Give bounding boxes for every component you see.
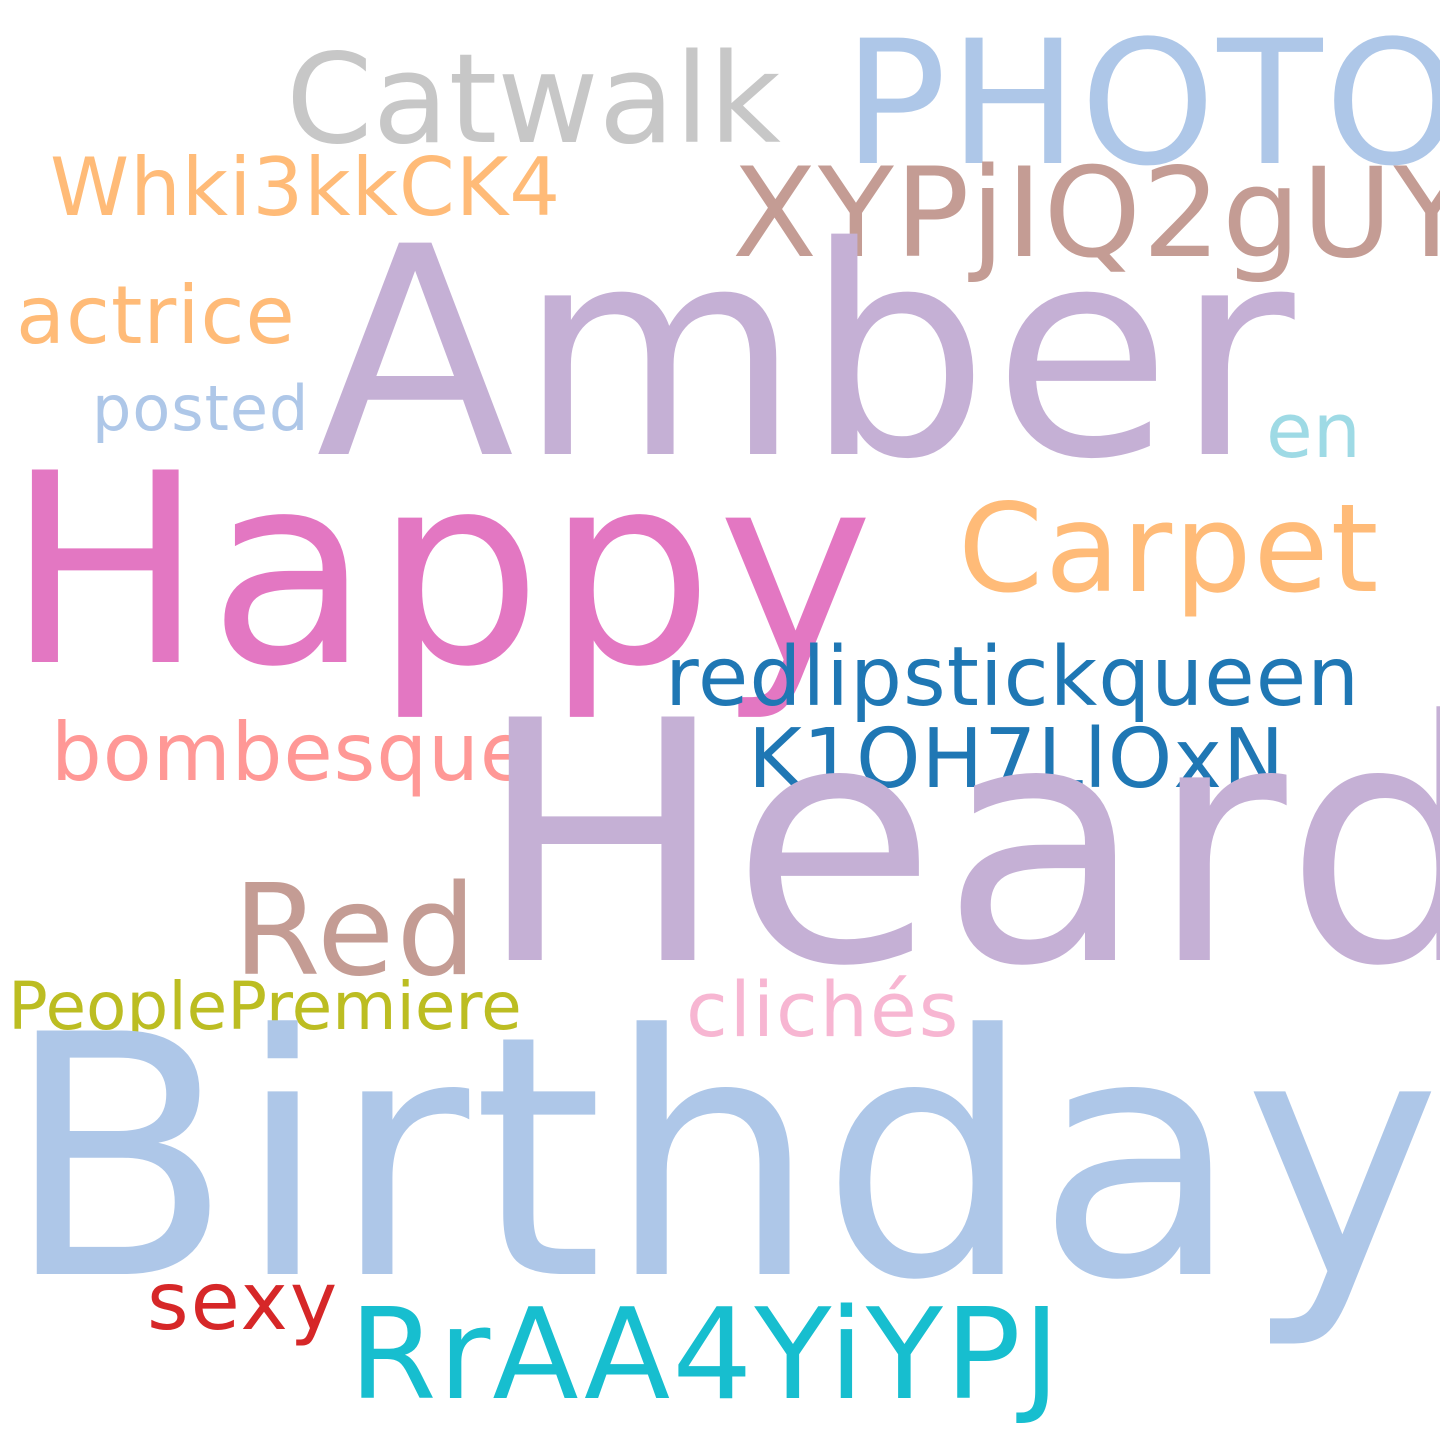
word-en: en	[1266, 386, 1361, 475]
word-rraa4yiypj: RrAA4YiYPJ	[349, 1281, 1062, 1428]
word-actrice: actrice	[16, 269, 296, 362]
word-posted: posted	[92, 372, 310, 445]
word-carpet: Carpet	[958, 478, 1381, 620]
word-amber: Amber	[316, 186, 1299, 523]
word-k1oh7lloxn: K1OH7LlOxN	[748, 712, 1286, 807]
word-peoplepremiere: PeoplePremiere	[8, 968, 522, 1045]
word-redlipstickqueen: redlipstickqueen	[665, 630, 1361, 725]
word-cliches: clichés	[686, 965, 961, 1054]
word-heard: Heard	[476, 650, 1440, 1039]
word-xypjiq2guy: XYPjIQ2gUY	[732, 142, 1440, 286]
word-red: Red	[233, 857, 479, 1004]
word-bombesque: bombesque	[51, 706, 531, 799]
word-happy: Happy	[6, 418, 878, 725]
word-whki3kkck4: Whki3kkCK4	[50, 141, 562, 234]
word-photos: PHOTOS	[843, 3, 1440, 204]
word-birthday: Birthday	[4, 964, 1440, 1353]
word-sexy: sexy	[147, 1255, 340, 1348]
word-catwalk: Catwalk	[286, 28, 781, 172]
